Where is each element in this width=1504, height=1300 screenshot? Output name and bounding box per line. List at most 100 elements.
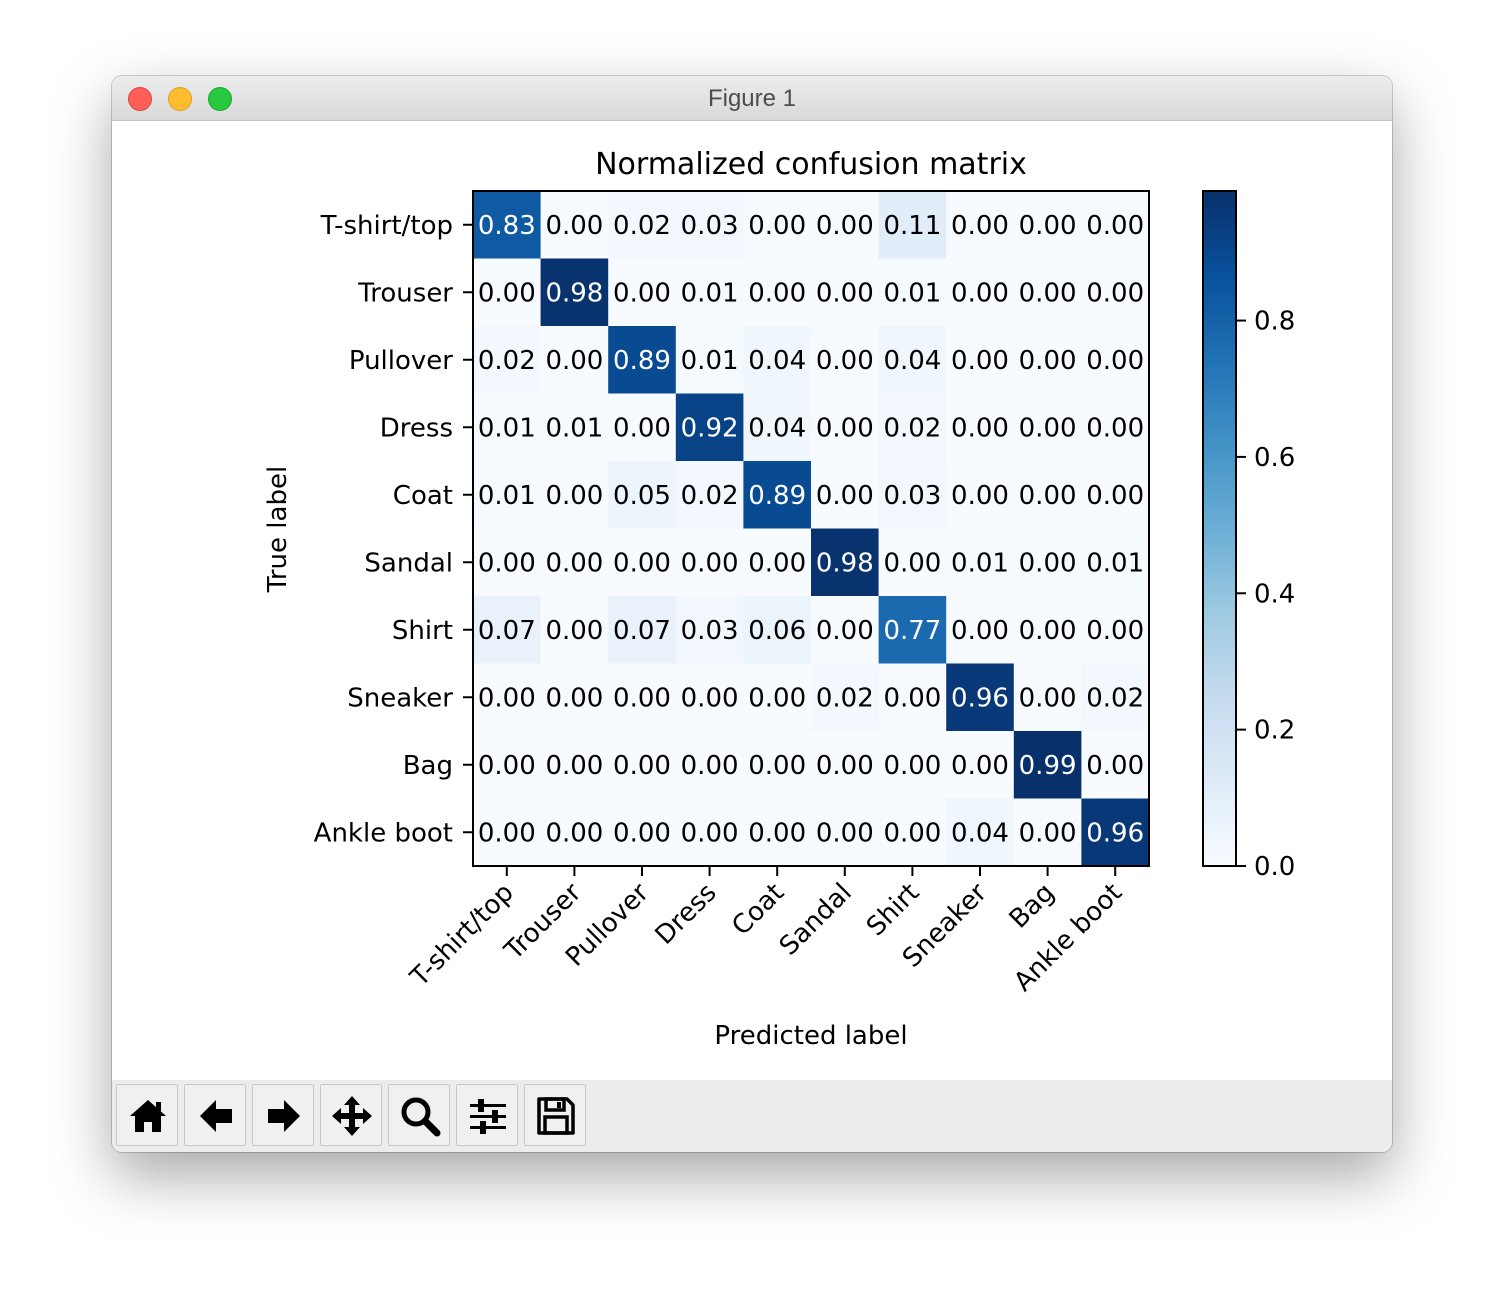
heatmap-cell	[675, 258, 744, 327]
heatmap-cell	[540, 663, 609, 732]
cell-value-label: 0.89	[613, 346, 671, 376]
heatmap-cell	[473, 731, 542, 800]
cell-value-label: 0.00	[816, 346, 874, 376]
heatmap-cell	[1013, 191, 1082, 260]
cell-value-label: 0.00	[748, 751, 806, 781]
cell-value-label: 0.00	[883, 751, 941, 781]
cell-value-label: 0.07	[478, 616, 536, 646]
pan-button[interactable]	[320, 1084, 382, 1146]
cell-value-label: 0.00	[545, 481, 603, 511]
heatmap-cell	[608, 191, 677, 260]
heatmap-cell	[473, 798, 542, 867]
y-axis: T-shirt/top Trouser Pullover Dress Coat Sanda…	[314, 211, 473, 848]
heatmap-cell	[1081, 798, 1150, 867]
y-tick-label: Sandal	[364, 548, 453, 578]
cell-value-label: 0.00	[883, 818, 941, 848]
cell-value-label: 0.00	[883, 548, 941, 578]
forward-button[interactable]	[252, 1084, 314, 1146]
y-tick-label: Shirt	[392, 616, 453, 646]
cell-value-label: 0.00	[951, 346, 1009, 376]
heatmap-cell	[473, 258, 542, 327]
cell-value-label: 0.00	[748, 548, 806, 578]
close-window-button[interactable]	[128, 87, 152, 111]
cell-value-label: 0.00	[1019, 211, 1077, 241]
heatmap-cell	[811, 731, 880, 800]
heatmap-cell	[946, 461, 1015, 530]
heatmap-cell	[540, 258, 609, 327]
heatmap-cell	[1013, 326, 1082, 395]
cell-value-label: 0.01	[681, 346, 739, 376]
heatmap-cell	[675, 596, 744, 665]
move-icon	[332, 1096, 372, 1136]
heatmap-cell	[473, 461, 542, 530]
heatmap-cell	[811, 596, 880, 665]
configure-subplots-button[interactable]	[456, 1084, 518, 1146]
heatmap-cell	[946, 798, 1015, 867]
y-tick-label: Sneaker	[347, 683, 453, 713]
heatmap-cell	[878, 326, 947, 395]
heatmap-cell	[878, 663, 947, 732]
heatmap-cell	[743, 326, 812, 395]
cell-value-label: 0.02	[1086, 683, 1144, 713]
heatmap-cell	[1013, 258, 1082, 327]
heatmap-cell	[743, 596, 812, 665]
x-tick-label: Sandal	[774, 878, 858, 962]
maximize-window-button[interactable]	[208, 87, 232, 111]
arrow-right-icon	[268, 1100, 300, 1132]
cell-value-label: 0.00	[1019, 616, 1077, 646]
cell-value-label: 0.00	[478, 818, 536, 848]
heatmap-cell	[878, 461, 947, 530]
heatmap-cell	[743, 798, 812, 867]
minimize-window-button[interactable]	[168, 87, 192, 111]
heatmap-cell	[1081, 326, 1150, 395]
cell-value-label: 0.98	[816, 548, 874, 578]
cell-value-label: 0.00	[545, 616, 603, 646]
colorbar-tick-label: 0.2	[1254, 716, 1295, 746]
cell-value-label: 0.00	[613, 818, 671, 848]
heatmap-cell	[473, 393, 542, 462]
cell-value-label: 0.00	[816, 211, 874, 241]
home-button[interactable]	[116, 1084, 178, 1146]
cell-value-label: 0.03	[681, 211, 739, 241]
heatmap-cell	[1081, 663, 1150, 732]
cell-value-label: 0.02	[816, 683, 874, 713]
cell-value-label: 0.00	[681, 818, 739, 848]
cell-value-label: 0.00	[816, 413, 874, 443]
heatmap-cell	[540, 191, 609, 260]
heatmap-cell	[743, 731, 812, 800]
heatmap-cell	[1013, 731, 1082, 800]
back-button[interactable]	[184, 1084, 246, 1146]
heatmap-cell	[608, 663, 677, 732]
cell-value-label: 0.01	[883, 278, 941, 308]
heatmap-cell	[811, 258, 880, 327]
heatmap-cell	[540, 393, 609, 462]
figure-window: Figure 1 Normalized confusion matrix 0	[112, 76, 1392, 1152]
heatmap-cell	[608, 596, 677, 665]
save-button[interactable]	[524, 1084, 586, 1146]
cell-value-label: 0.00	[748, 683, 806, 713]
cell-value-label: 0.00	[951, 211, 1009, 241]
heatmap-cell	[743, 663, 812, 732]
arrow-left-icon	[200, 1100, 232, 1132]
cell-value-label: 0.00	[1086, 481, 1144, 511]
heatmap-cell	[473, 326, 542, 395]
cell-value-label: 0.00	[478, 683, 536, 713]
heatmap-cell	[675, 326, 744, 395]
cell-value-label: 0.00	[613, 548, 671, 578]
cell-value-label: 0.01	[951, 548, 1009, 578]
title-bar[interactable]: Figure 1	[112, 76, 1392, 121]
cell-value-label: 0.01	[1086, 548, 1144, 578]
heatmap-cell	[946, 663, 1015, 732]
zoom-button[interactable]	[388, 1084, 450, 1146]
cell-value-label: 0.04	[951, 818, 1009, 848]
cell-value-label: 0.00	[748, 818, 806, 848]
figure-canvas[interactable]: Normalized confusion matrix 0.83 0.00 0.02…	[112, 121, 1392, 1081]
heatmap-cell	[675, 528, 744, 597]
x-tick-label: Dress	[650, 878, 723, 951]
cell-value-label: 0.00	[613, 413, 671, 443]
cell-value-label: 0.04	[883, 346, 941, 376]
heatmap-cell	[1013, 596, 1082, 665]
heatmap-cell	[811, 393, 880, 462]
home-icon	[130, 1100, 166, 1132]
heatmap-cell-labels: 0.83 0.00 0.02 0.03 0.00 0.00 0.11 0.00 0.00 0.00…	[478, 211, 1144, 849]
